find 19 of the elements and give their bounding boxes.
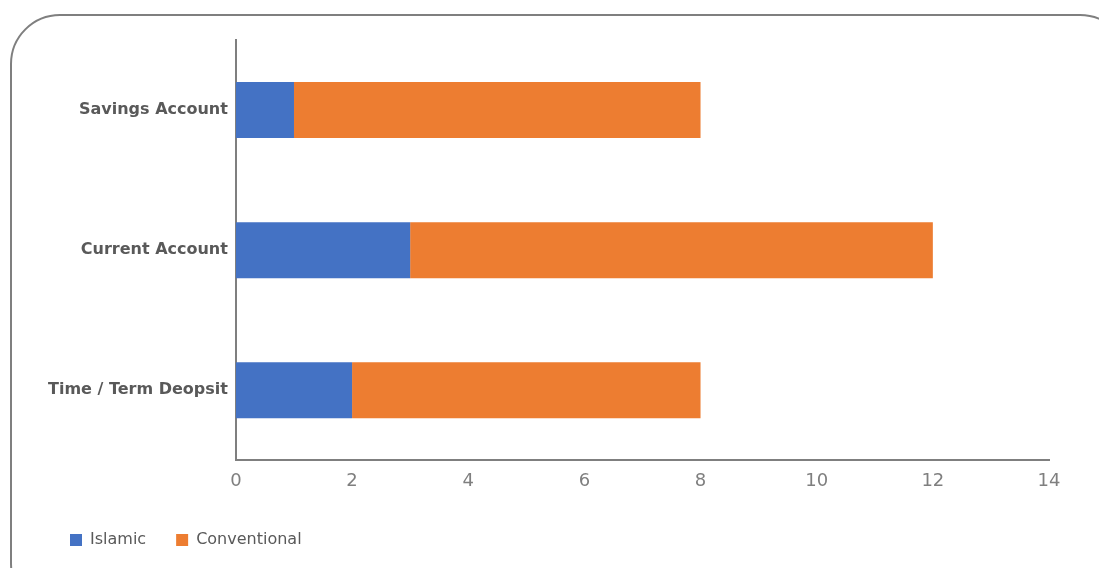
x-tick-label: 8 — [694, 468, 707, 490]
x-tick-label: 0 — [230, 468, 242, 490]
bar — [235, 362, 353, 419]
bar — [235, 82, 294, 139]
y-tick-label: Time / Term Deopsit — [47, 379, 229, 399]
x-tick-label: 2 — [346, 468, 358, 490]
bar — [352, 362, 701, 419]
bar — [293, 82, 701, 139]
legend-label: Conventional — [196, 529, 302, 549]
x-tick-label: 4 — [462, 468, 474, 490]
y-tick-label: Current Account — [80, 239, 229, 259]
bar — [410, 222, 933, 279]
legend-label: Islamic — [90, 529, 147, 549]
bar — [235, 222, 411, 279]
y-tick-label: Savings Account — [78, 99, 229, 119]
x-tick-label: 14 — [1037, 468, 1061, 490]
x-tick-label: 6 — [578, 468, 591, 490]
x-tick-label: 12 — [921, 468, 945, 490]
x-tick-label: 10 — [805, 468, 829, 490]
